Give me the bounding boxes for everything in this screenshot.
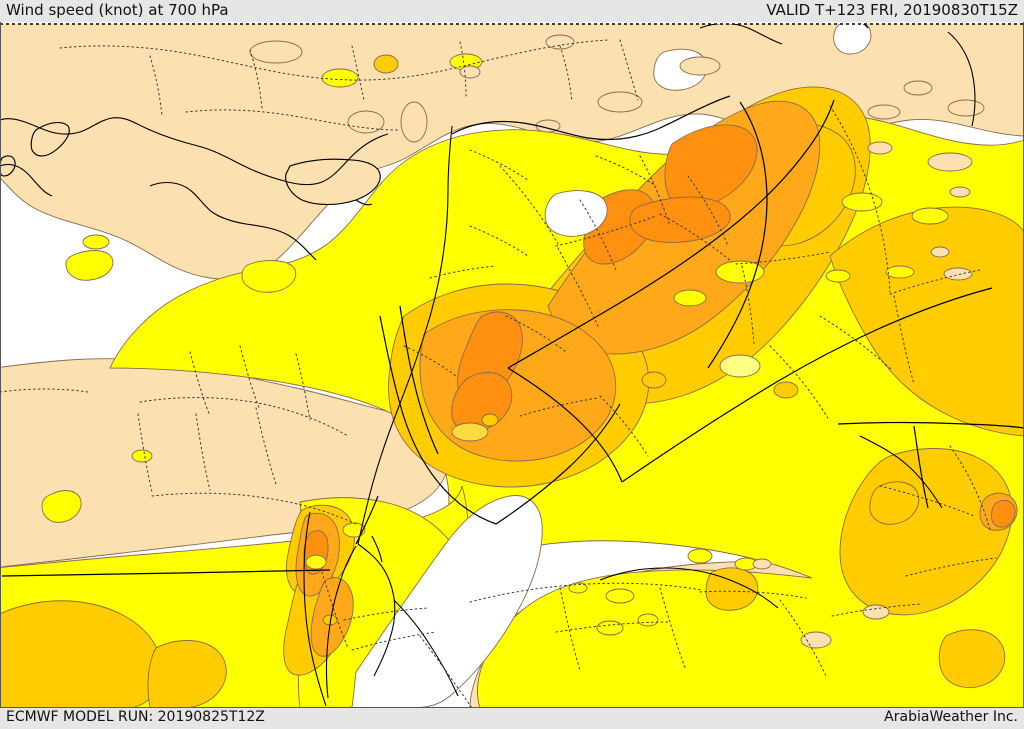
brand-label: ArabiaWeather Inc.	[884, 709, 1018, 725]
contour-map-svg	[0, 16, 1024, 708]
footer-bar: ECMWF MODEL RUN: 20190825T12Z ArabiaWeat…	[0, 708, 1024, 729]
forecast-map-canvas[interactable]	[0, 16, 1024, 708]
band-lowest-pockets	[351, 20, 872, 708]
model-run-label: ECMWF MODEL RUN: 20190825T12Z	[6, 709, 265, 725]
coastlines	[0, 19, 976, 707]
band-orange-group	[303, 124, 1016, 575]
header-bar: Wind speed (knot) at 700 hPa VALID T+123…	[0, 0, 1024, 22]
admin-borders-dotted	[0, 39, 997, 708]
contour-islets	[82, 34, 985, 649]
valid-time-label: VALID T+123 FRI, 20190830T15Z	[766, 1, 1018, 19]
page-title: Wind speed (knot) at 700 hPa	[6, 1, 229, 19]
